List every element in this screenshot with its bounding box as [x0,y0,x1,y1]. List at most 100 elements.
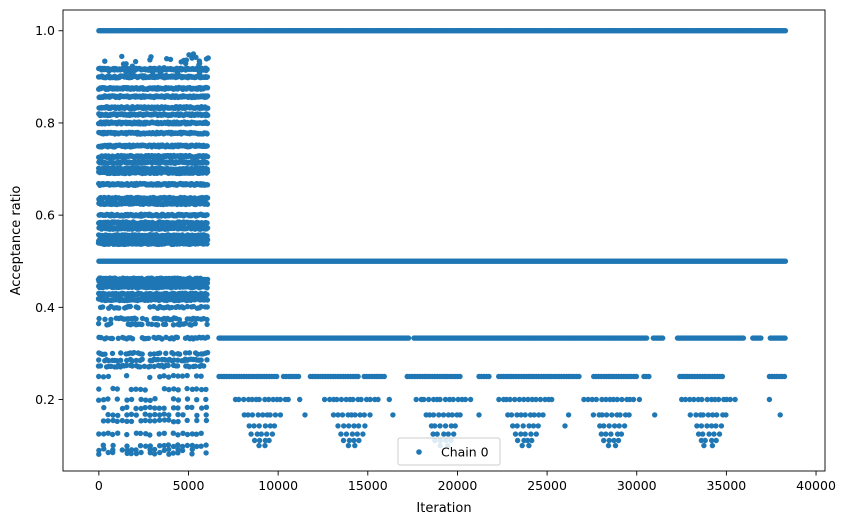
chain-0-point-1803 [535,423,541,429]
chain-0-point-1676 [272,412,279,418]
chain-0-point-1807 [528,431,534,437]
chain-0-point-1845 [603,431,609,437]
chain-0-point-3014 [204,153,211,160]
chain-0-point-1849 [601,437,607,444]
chain-0-point-1724 [338,431,344,437]
chain-0-point-1877 [723,412,729,418]
chain-0-point-1904 [562,423,568,429]
chain-0-point-1887 [711,431,717,437]
chain-0-point-1788 [549,396,555,403]
chain-0-point-1870 [693,412,699,418]
chain-0-point-1733 [345,442,352,449]
chain-0-point-1731 [351,437,357,444]
chain-0-point-1727 [354,431,360,437]
chain-0-point-1608 [576,373,582,380]
chain-0-point-1802 [530,423,537,429]
chain-0-point-1696 [327,396,333,403]
chain-0-point-4975 [95,320,102,327]
chain-0-point-1726 [349,431,356,437]
chain-0-point-4953 [143,316,150,323]
chain-0-point-3902 [204,220,210,226]
chain-0-point-1666 [277,396,283,403]
chain-0-point-1863 [712,396,718,403]
chain-0-point-1691 [262,437,269,444]
chain-0-point-1763 [452,423,458,429]
chain-0-point-1626 [633,373,640,380]
chain-0-point-1847 [614,431,621,437]
chain-0-point-3125 [204,160,210,166]
chain-0-point-1828 [636,396,643,403]
chain-0-point-1715 [357,412,363,418]
chain-0-point-2792 [204,131,210,137]
chain-0-point-1725 [343,431,350,437]
chain-0-point-4912 [127,303,133,310]
chain-0-point-547 [782,28,789,34]
chain-0-point-1762 [448,423,454,429]
chain-0-point-1822 [610,396,617,403]
chain-0-point-1817 [589,396,595,403]
chain-0-point-1806 [522,431,528,437]
chain-0-point-1694 [262,442,268,449]
chain-0-point-1861 [704,396,710,403]
chain-0-point-4901 [204,297,211,303]
chain-0-point-1873 [705,412,711,418]
chain-0-point-1889 [698,437,705,444]
chain-0-point-1795 [531,412,537,418]
chain-0-point-1829 [590,412,597,418]
chain-0-point-1759 [432,423,438,429]
chain-0-point-1899 [476,412,482,418]
chain-0-point-1839 [601,423,607,429]
chain-0-point-4924 [169,304,175,311]
chain-0-point-1752 [436,412,442,418]
chain-0-point-1700 [343,396,349,403]
chain-0-point-4986 [139,321,145,328]
chain-0-point-3680 [204,201,211,207]
chain-0-point-1704 [358,396,364,403]
chain-0-point-1677 [277,412,284,418]
chain-0-point-1820 [603,396,609,403]
chain-0-point-1898 [386,396,392,403]
chain-0-point-1411 [643,335,650,341]
chain-0-point-4992 [162,321,169,328]
chain-0-point-1805 [518,431,524,437]
chain-0-point-1686 [258,431,264,437]
chain-0-point-1237 [405,335,412,341]
chain-0-point-1782 [525,396,531,403]
chain-0-point-1548 [381,373,387,380]
chain-0-point-1719 [341,423,347,429]
chain-0-point-1837 [626,412,632,418]
chain-0-point-4939 [102,316,108,322]
chain-0-point-1679 [251,423,257,429]
chain-0-point-1671 [249,412,256,418]
chain-0-point-1885 [700,431,706,437]
chain-0-point-1879 [698,423,705,429]
chain-0-point-1661 [256,396,262,403]
chain-0-point-1840 [606,423,612,429]
chain-0-point-1717 [367,412,373,418]
chain-0-point-1794 [527,412,534,418]
chain-0-point-1790 [508,412,515,418]
chain-0-point-1760 [437,423,443,429]
chain-0-point-1857 [687,396,693,403]
chain-0-point-2903 [204,143,210,149]
chain-0-point-1684 [248,431,254,437]
chain-0-point-1869 [687,412,693,418]
chain-0-point-1659 [249,396,255,403]
chain-0-point-1711 [339,412,346,418]
chain-0-point-4914 [135,305,141,311]
chain-0-point-1874 [710,412,716,418]
chain-0-point-1512 [274,373,280,380]
chain-0-point-1895 [297,396,303,403]
chain-0-point-1488 [782,335,788,341]
chain-0-point-1812 [529,437,535,444]
chain-0-point-1732 [356,437,362,444]
chain-0-point-1663 [266,396,272,403]
chain-0-point-1741 [437,396,443,403]
chain-0-point-1843 [621,423,628,429]
chain-0-point-1804 [512,431,519,437]
chain-0-point-4974 [204,316,210,323]
chain-0-point-1851 [611,437,617,444]
chain-0-point-1761 [442,423,449,429]
chain-0-point-1831 [599,412,605,418]
chain-0-point-1892 [713,437,719,444]
